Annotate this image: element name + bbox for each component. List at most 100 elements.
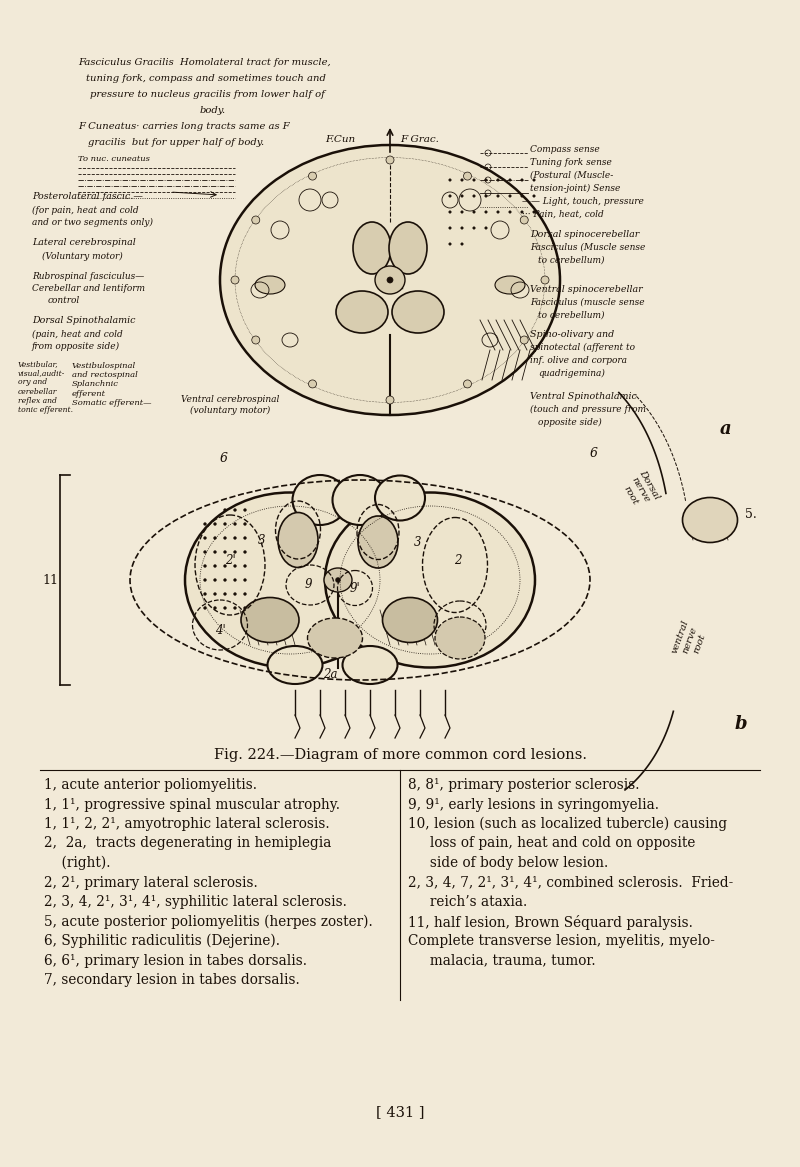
Ellipse shape bbox=[309, 380, 317, 387]
Ellipse shape bbox=[234, 509, 237, 511]
Ellipse shape bbox=[234, 579, 237, 581]
Ellipse shape bbox=[203, 579, 206, 581]
Ellipse shape bbox=[375, 266, 405, 294]
Ellipse shape bbox=[223, 593, 226, 595]
Ellipse shape bbox=[234, 551, 237, 553]
Text: from opposite side): from opposite side) bbox=[32, 342, 120, 351]
Text: (touch and pressure from: (touch and pressure from bbox=[530, 405, 646, 414]
Ellipse shape bbox=[293, 475, 347, 525]
Text: and or two segments only): and or two segments only) bbox=[32, 218, 153, 228]
Text: Fasciculus (Muscle sense: Fasciculus (Muscle sense bbox=[530, 243, 646, 252]
Ellipse shape bbox=[214, 579, 217, 581]
Ellipse shape bbox=[449, 211, 451, 214]
Ellipse shape bbox=[521, 195, 523, 197]
Ellipse shape bbox=[389, 222, 427, 274]
Ellipse shape bbox=[214, 551, 217, 553]
Text: 6: 6 bbox=[220, 452, 228, 464]
Ellipse shape bbox=[533, 179, 535, 181]
Text: loss of pain, heat and cold on opposite: loss of pain, heat and cold on opposite bbox=[408, 837, 695, 851]
Ellipse shape bbox=[342, 647, 398, 684]
Text: Spino-olivary and: Spino-olivary and bbox=[530, 330, 614, 338]
Text: Ventral spinocerebellar: Ventral spinocerebellar bbox=[530, 285, 642, 294]
Ellipse shape bbox=[220, 145, 560, 415]
Ellipse shape bbox=[243, 565, 246, 567]
Ellipse shape bbox=[461, 195, 463, 197]
Text: Ganglion: Ganglion bbox=[690, 517, 730, 525]
Ellipse shape bbox=[234, 593, 237, 595]
Ellipse shape bbox=[485, 179, 487, 181]
Text: reich’s ataxia.: reich’s ataxia. bbox=[408, 895, 527, 909]
Ellipse shape bbox=[223, 565, 226, 567]
Ellipse shape bbox=[358, 516, 398, 568]
Ellipse shape bbox=[267, 647, 322, 684]
Text: Dorsal
nerve
root: Dorsal nerve root bbox=[619, 468, 661, 511]
Text: tuning fork, compass and sometimes touch and: tuning fork, compass and sometimes touch… bbox=[86, 74, 326, 83]
Text: 4': 4' bbox=[214, 623, 226, 636]
Ellipse shape bbox=[386, 156, 394, 165]
Ellipse shape bbox=[473, 195, 475, 197]
Text: b: b bbox=[735, 715, 748, 733]
Text: side of body below lesion.: side of body below lesion. bbox=[408, 857, 608, 871]
Text: —— Light, touch, pressure: —— Light, touch, pressure bbox=[522, 197, 644, 207]
Ellipse shape bbox=[353, 222, 391, 274]
Text: (for pain, heat and cold: (for pain, heat and cold bbox=[32, 207, 138, 215]
Text: 8': 8' bbox=[373, 524, 383, 537]
Ellipse shape bbox=[336, 291, 388, 333]
Ellipse shape bbox=[203, 551, 206, 553]
Ellipse shape bbox=[485, 211, 487, 214]
Ellipse shape bbox=[309, 172, 317, 180]
Ellipse shape bbox=[231, 277, 239, 284]
Text: Rubrospinal fasciculus—: Rubrospinal fasciculus— bbox=[32, 272, 144, 281]
Text: 5, acute posterior poliomyelitis (herpes zoster).: 5, acute posterior poliomyelitis (herpes… bbox=[44, 915, 373, 929]
Ellipse shape bbox=[497, 211, 499, 214]
Text: 2': 2' bbox=[225, 553, 235, 566]
Text: 1, acute anterior poliomyelitis.: 1, acute anterior poliomyelitis. bbox=[44, 778, 257, 792]
Ellipse shape bbox=[509, 179, 511, 181]
Text: F.Cun: F.Cun bbox=[325, 135, 355, 145]
Ellipse shape bbox=[325, 492, 535, 668]
Ellipse shape bbox=[520, 336, 528, 344]
Text: 2, 3, 4, 2¹, 3¹, 4¹, syphilitic lateral sclerosis.: 2, 3, 4, 2¹, 3¹, 4¹, syphilitic lateral … bbox=[44, 895, 347, 909]
Ellipse shape bbox=[461, 179, 463, 181]
Text: Vestibular,
visual,audit-
ory and
cerebellar
reflex and
tonic efferent.: Vestibular, visual,audit- ory and cerebe… bbox=[18, 359, 73, 414]
Ellipse shape bbox=[509, 195, 511, 197]
Ellipse shape bbox=[449, 243, 451, 245]
Ellipse shape bbox=[375, 475, 425, 520]
Text: [ 431 ]: [ 431 ] bbox=[376, 1105, 424, 1119]
Ellipse shape bbox=[223, 607, 226, 609]
Text: malacia, trauma, tumor.: malacia, trauma, tumor. bbox=[408, 953, 596, 967]
Ellipse shape bbox=[485, 195, 487, 197]
Text: 3: 3 bbox=[414, 536, 422, 548]
Ellipse shape bbox=[386, 396, 394, 404]
Text: 11: 11 bbox=[42, 573, 58, 587]
Ellipse shape bbox=[214, 593, 217, 595]
Ellipse shape bbox=[449, 195, 451, 197]
Text: 9, 9¹, early lesions in syringomyelia.: 9, 9¹, early lesions in syringomyelia. bbox=[408, 797, 659, 811]
Text: inf. olive and corpora: inf. olive and corpora bbox=[530, 356, 627, 365]
Text: 1, 1¹, progressive spinal muscular atrophy.: 1, 1¹, progressive spinal muscular atrop… bbox=[44, 797, 340, 811]
Ellipse shape bbox=[521, 211, 523, 214]
Ellipse shape bbox=[509, 211, 511, 214]
Text: 3: 3 bbox=[258, 533, 266, 546]
Text: tension-joint) Sense: tension-joint) Sense bbox=[530, 184, 620, 193]
Ellipse shape bbox=[461, 211, 463, 214]
Ellipse shape bbox=[278, 512, 318, 567]
Text: Posterolateral fascic.—: Posterolateral fascic.— bbox=[32, 193, 143, 201]
Text: Ventral Spinothalamic: Ventral Spinothalamic bbox=[530, 392, 637, 401]
Ellipse shape bbox=[473, 179, 475, 181]
Text: 6: 6 bbox=[590, 447, 598, 460]
Text: 5.: 5. bbox=[745, 508, 757, 520]
Text: 8, 8¹, primary posterior sclerosis.: 8, 8¹, primary posterior sclerosis. bbox=[408, 778, 639, 792]
Text: 10: 10 bbox=[454, 631, 470, 644]
Text: (Voluntary motor): (Voluntary motor) bbox=[42, 252, 122, 261]
Ellipse shape bbox=[214, 607, 217, 609]
Text: quadrigemina): quadrigemina) bbox=[538, 369, 605, 378]
Ellipse shape bbox=[243, 551, 246, 553]
Ellipse shape bbox=[243, 537, 246, 539]
Text: Ventral cerebrospinal
(voluntary motor): Ventral cerebrospinal (voluntary motor) bbox=[181, 394, 279, 414]
Ellipse shape bbox=[243, 579, 246, 581]
Text: 9: 9 bbox=[304, 579, 312, 592]
Text: 2: 2 bbox=[454, 553, 462, 566]
Ellipse shape bbox=[203, 537, 206, 539]
Ellipse shape bbox=[449, 179, 451, 181]
